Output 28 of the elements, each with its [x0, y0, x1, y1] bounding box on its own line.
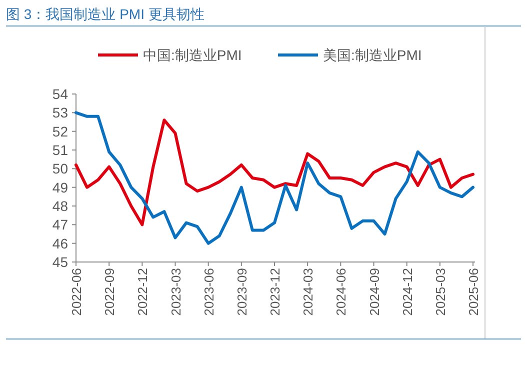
y-tick-label: 54	[52, 86, 68, 102]
legend-label: 中国:制造业PMI	[143, 47, 242, 63]
x-tick-label: 2024-03	[300, 268, 316, 316]
y-tick-label: 45	[52, 254, 68, 270]
x-tick-label: 2022-09	[102, 268, 118, 316]
y-tick-label: 53	[52, 104, 68, 121]
x-tick-label: 2025-06	[466, 268, 481, 316]
y-tick-label: 51	[52, 142, 68, 158]
x-tick-label: 2024-06	[334, 268, 349, 316]
x-tick-label: 2022-12	[135, 268, 150, 316]
x-tick-label: 2023-12	[268, 268, 282, 316]
y-tick-label: 47	[52, 216, 68, 233]
x-tick-label: 2024-09	[366, 268, 382, 316]
x-tick-label: 2023-03	[168, 268, 184, 316]
y-tick-label: 50	[52, 160, 68, 177]
line-series	[74, 118, 474, 226]
x-tick-label: 2022-06	[69, 268, 84, 316]
x-tick-label: 2024-12	[400, 268, 415, 316]
y-tick-label: 52	[52, 123, 68, 140]
x-tick-label: 2023-06	[201, 268, 216, 316]
y-tick-label: 46	[52, 235, 68, 252]
y-tick-label: 49	[52, 179, 68, 196]
chart-title: 图 3：我国制造业 PMI 更具韧性	[6, 6, 204, 22]
legend-label: 美国:制造业PMI	[323, 47, 422, 63]
y-tick-label: 48	[52, 198, 68, 214]
x-tick-label: 2025-03	[432, 268, 448, 316]
line-series	[74, 111, 474, 245]
x-tick-label: 2023-09	[234, 268, 250, 316]
